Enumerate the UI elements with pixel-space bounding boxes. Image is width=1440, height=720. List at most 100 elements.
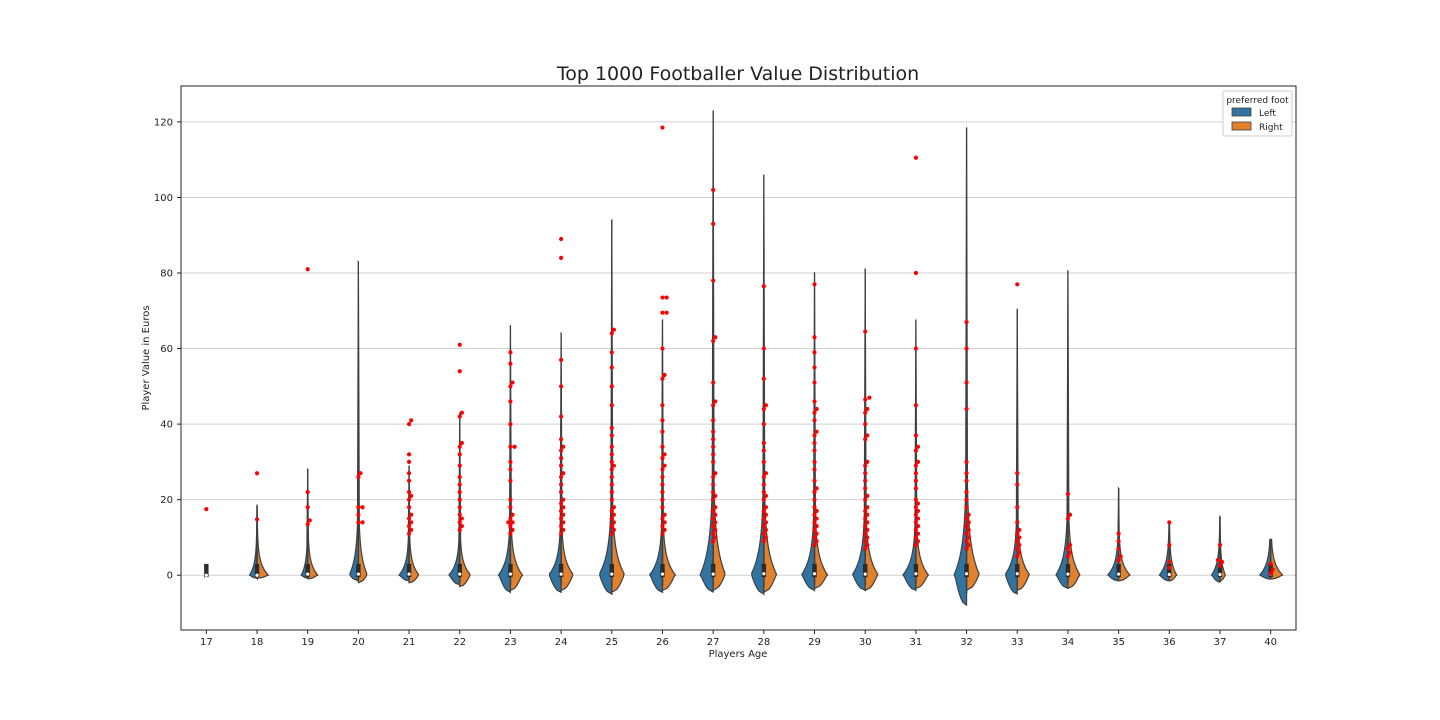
- swarm-point: [915, 459, 921, 464]
- violin-age-37: [1210, 516, 1227, 583]
- swarm-point: [1015, 531, 1020, 536]
- legend-label-left: Left: [1259, 109, 1276, 119]
- chart-title: Top 1000 Footballer Value Distribution: [556, 63, 919, 85]
- y-axis-label: Player Value in Euros: [141, 305, 152, 410]
- swarm-point: [611, 512, 617, 517]
- swarm-point: [761, 524, 766, 529]
- swarm-point: [360, 505, 365, 510]
- swarm-point: [559, 531, 564, 536]
- x-tick-label: 17: [200, 637, 213, 648]
- swarm-point: [254, 471, 260, 476]
- swarm-point: [812, 490, 817, 495]
- swarm-point: [459, 524, 464, 529]
- gridlines: [181, 121, 1296, 576]
- swarm-point: [761, 531, 766, 536]
- inner-box: [1065, 563, 1071, 578]
- swarm-point: [711, 429, 716, 434]
- swarm-point: [865, 505, 870, 510]
- median-dot: [1117, 572, 1121, 576]
- swarm-point: [559, 236, 564, 242]
- swarm-point: [711, 539, 716, 544]
- median-dot: [407, 572, 411, 576]
- x-tick-label: 19: [301, 637, 314, 648]
- x-tick-label: 36: [1163, 637, 1176, 648]
- violin-age-36: [1158, 520, 1178, 582]
- swarm-point: [761, 508, 766, 514]
- swarm-point: [609, 490, 614, 495]
- swarm-point: [865, 535, 870, 540]
- swarm-point: [964, 490, 969, 495]
- violin-left-half: [801, 272, 816, 592]
- swarm-point: [865, 493, 870, 498]
- swarm-point: [609, 474, 614, 480]
- x-tick-label: 32: [960, 637, 973, 648]
- swarm-point: [609, 384, 614, 389]
- swarm-point: [609, 331, 614, 336]
- swarm-point: [711, 524, 716, 529]
- swarm-point: [812, 365, 817, 370]
- swarm-point: [711, 444, 716, 449]
- median-dot: [255, 573, 259, 577]
- swarm-point: [512, 444, 517, 449]
- swarm-point: [812, 512, 817, 517]
- inner-box: [356, 563, 361, 578]
- swarm-point: [865, 406, 870, 412]
- swarm-point: [711, 418, 716, 423]
- swarm-point: [863, 471, 868, 476]
- swarm-point: [457, 482, 462, 487]
- swarm-point: [1116, 558, 1121, 563]
- x-tick-label: 40: [1264, 637, 1277, 648]
- violin-right-half: [559, 331, 574, 592]
- swarm-point: [812, 497, 817, 502]
- swarm-point: [964, 516, 969, 521]
- swarm-point: [713, 520, 718, 525]
- swarm-point: [812, 350, 817, 355]
- swarm-point: [457, 512, 462, 517]
- swarm-point: [508, 505, 513, 510]
- swarm-point: [964, 531, 969, 536]
- violins: [204, 110, 1284, 606]
- inner-box: [1268, 563, 1273, 578]
- swarm-point: [711, 459, 716, 464]
- swarm-point: [761, 482, 766, 487]
- swarm-point: [1116, 546, 1121, 551]
- swarm-point: [964, 539, 969, 544]
- swarm-point: [409, 527, 414, 532]
- x-tick-label: 28: [757, 637, 770, 648]
- median-dot: [610, 572, 614, 576]
- swarm-point: [812, 542, 817, 548]
- swarm-point: [1017, 535, 1022, 540]
- swarm-point: [915, 524, 921, 529]
- swarm-point: [913, 512, 918, 517]
- swarm-point: [711, 516, 716, 521]
- swarm-point: [660, 125, 665, 130]
- swarm-point: [1268, 571, 1273, 576]
- swarm-point: [561, 527, 566, 532]
- swarm-point: [1015, 554, 1020, 559]
- swarm-point: [660, 516, 665, 521]
- swarm-point: [660, 346, 665, 351]
- median-dot: [458, 572, 462, 576]
- swarm-point: [865, 512, 870, 517]
- swarm-point: [761, 448, 766, 453]
- median-dot: [863, 572, 867, 576]
- swarm-point: [305, 505, 310, 510]
- swarm-point: [559, 482, 564, 487]
- swarm-point: [863, 463, 868, 468]
- swarm-point: [865, 459, 870, 464]
- swarm-point: [510, 512, 515, 517]
- swarm-point: [915, 444, 921, 449]
- swarm-point: [609, 425, 614, 430]
- inner-box: [964, 563, 969, 578]
- swarm-point: [763, 505, 769, 510]
- swarm-point: [1217, 542, 1223, 548]
- inner-box: [660, 563, 665, 578]
- y-tick-label: 20: [160, 495, 173, 506]
- swarm-point: [508, 497, 513, 502]
- swarm-point: [459, 516, 464, 521]
- swarm-point: [915, 516, 921, 521]
- swarm-point: [711, 452, 716, 457]
- median-dot: [762, 572, 766, 576]
- swarm-point: [966, 542, 971, 548]
- x-axis-label: Players Age: [709, 649, 768, 660]
